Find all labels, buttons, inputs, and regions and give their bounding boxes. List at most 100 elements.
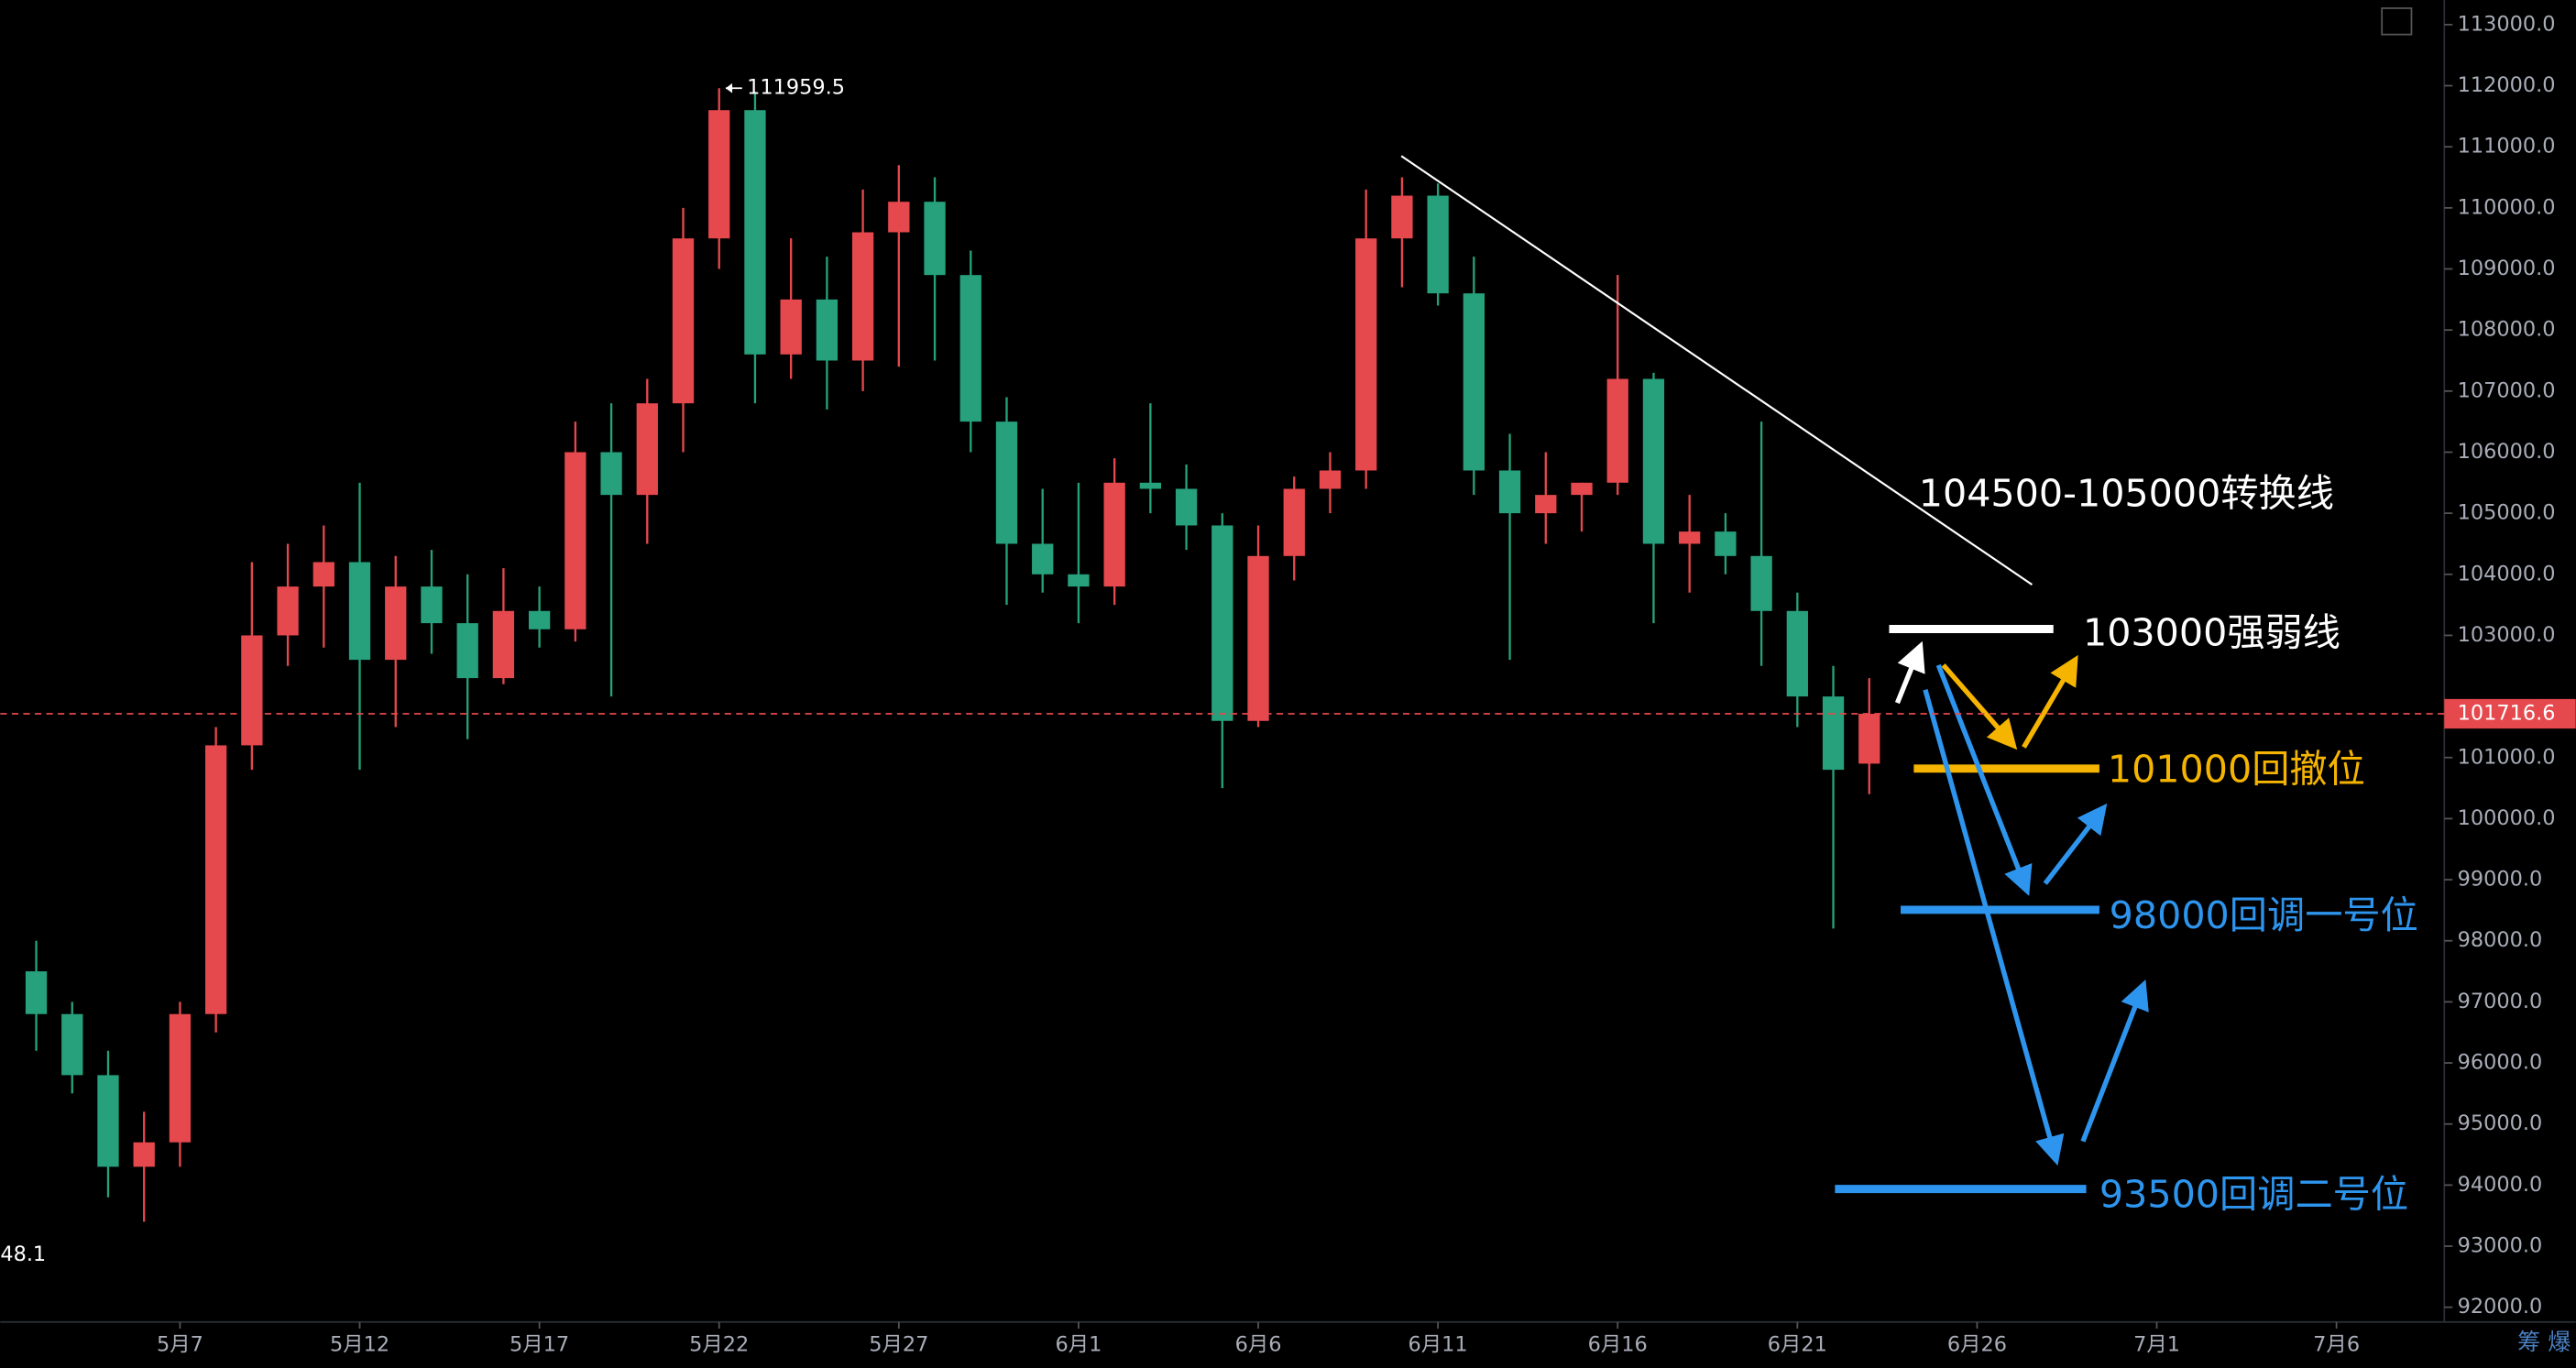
candle-body — [1355, 238, 1377, 471]
candle-body — [348, 562, 371, 661]
candle-body — [492, 610, 515, 679]
candle-body — [816, 299, 839, 361]
candle-body — [1858, 714, 1880, 764]
y-tick-label: 111000.0 — [2458, 135, 2556, 159]
candle-body — [241, 635, 263, 746]
y-tick-label: 93000.0 — [2458, 1234, 2543, 1258]
candle-body — [1247, 555, 1269, 721]
arrows — [1894, 640, 2149, 1166]
candle-body — [133, 1142, 155, 1167]
candle-body — [277, 586, 299, 636]
candle-body — [1750, 555, 1772, 611]
x-tick-label: 6月16 — [1588, 1332, 1648, 1356]
annotation: 103000强弱线 — [2083, 611, 2340, 655]
candle-body — [851, 232, 874, 361]
annotation: 98000回调一号位 — [2110, 893, 2418, 937]
candle-body — [385, 586, 407, 661]
y-tick-label: 97000.0 — [2458, 990, 2543, 1013]
candle-body — [1283, 488, 1305, 556]
candle-body — [995, 421, 1018, 544]
y-tick-label: 100000.0 — [2458, 806, 2556, 830]
y-tick-label: 99000.0 — [2458, 868, 2543, 892]
candle-body — [959, 275, 981, 422]
candle-body — [456, 623, 478, 679]
candle-body — [565, 452, 586, 629]
x-tick-label: 5月7 — [157, 1332, 203, 1356]
last-price-label: 101716.6 — [2458, 702, 2556, 726]
candle-body — [1535, 495, 1557, 514]
candle-body — [672, 238, 695, 404]
candle-body — [169, 1013, 192, 1143]
x-tick-label: 6月21 — [1768, 1332, 1827, 1356]
y-tick-label: 92000.0 — [2458, 1295, 2543, 1319]
y-tick-label: 108000.0 — [2458, 318, 2556, 342]
candle-body — [600, 452, 622, 496]
high-marker-arrowhead — [725, 82, 733, 93]
candle-body — [1571, 482, 1593, 496]
y-tick-label: 104000.0 — [2458, 562, 2556, 586]
last-price-tag — [2444, 698, 2576, 729]
y-tick-label: 105000.0 — [2458, 501, 2556, 525]
candle-body — [1715, 531, 1737, 556]
y-tick-label: 94000.0 — [2458, 1173, 2543, 1197]
y-tick-label: 95000.0 — [2458, 1111, 2543, 1135]
candle-body — [25, 971, 48, 1014]
candle-body — [780, 299, 802, 355]
candle-body — [888, 202, 910, 233]
candle-body — [421, 586, 443, 624]
y-tick-label: 98000.0 — [2458, 928, 2543, 952]
y-tick-label: 96000.0 — [2458, 1051, 2543, 1075]
candle-body — [1103, 482, 1125, 587]
candle-body — [924, 202, 946, 276]
candle-body — [61, 1013, 83, 1076]
candle-body — [1822, 696, 1845, 771]
annotation: 104500-105000转换线 — [1919, 471, 2334, 515]
y-tick-label: 101000.0 — [2458, 745, 2556, 769]
candle-body — [1175, 488, 1198, 526]
y-tick-label: 106000.0 — [2458, 440, 2556, 464]
candle-body — [1211, 525, 1233, 721]
x-tick-label: 7月6 — [2313, 1332, 2360, 1356]
candle-body — [636, 403, 658, 496]
candle-body — [97, 1075, 119, 1167]
y-tick-label: 112000.0 — [2458, 73, 2556, 97]
annotation: 101000回撤位 — [2108, 747, 2365, 791]
layout-button[interactable] — [2381, 7, 2413, 36]
y-tick-label: 110000.0 — [2458, 195, 2556, 219]
candle-body — [1463, 293, 1485, 471]
x-tick-label: 5月22 — [689, 1332, 749, 1356]
candle-body — [1391, 195, 1413, 239]
x-tick-label: 6月6 — [1235, 1332, 1282, 1356]
y-tick-label: 103000.0 — [2458, 623, 2556, 647]
candle-body — [1032, 543, 1054, 575]
candle-body — [528, 610, 551, 629]
candle-body — [1427, 195, 1449, 294]
candle-body — [1068, 574, 1090, 587]
y-tick-label: 107000.0 — [2458, 378, 2556, 402]
candle-body — [744, 110, 766, 355]
low-marker-label: 48.1 — [0, 1242, 46, 1266]
annotation: 93500回调二号位 — [2099, 1173, 2408, 1217]
candle-body — [1786, 610, 1808, 697]
candle-body — [312, 562, 334, 587]
watermark: 筹 爆 — [2517, 1329, 2571, 1355]
candle-body — [708, 110, 730, 239]
x-tick-label: 6月11 — [1409, 1332, 1468, 1356]
candle-body — [1679, 531, 1701, 544]
candle-body — [1642, 378, 1665, 544]
y-tick-label: 109000.0 — [2458, 257, 2556, 280]
candle-body — [1498, 470, 1521, 514]
x-tick-label: 6月26 — [1947, 1332, 2007, 1356]
high-marker-label: 111959.5 — [747, 76, 845, 100]
trend-line — [1400, 155, 2033, 586]
x-tick-label: 6月1 — [1055, 1332, 1102, 1356]
candle-body — [1139, 482, 1162, 489]
x-tick-label: 7月1 — [2133, 1332, 2180, 1356]
candle-body — [204, 745, 227, 1014]
x-tick-label: 5月12 — [330, 1332, 389, 1356]
y-tick-label: 113000.0 — [2458, 12, 2556, 36]
x-tick-label: 5月27 — [869, 1332, 928, 1356]
